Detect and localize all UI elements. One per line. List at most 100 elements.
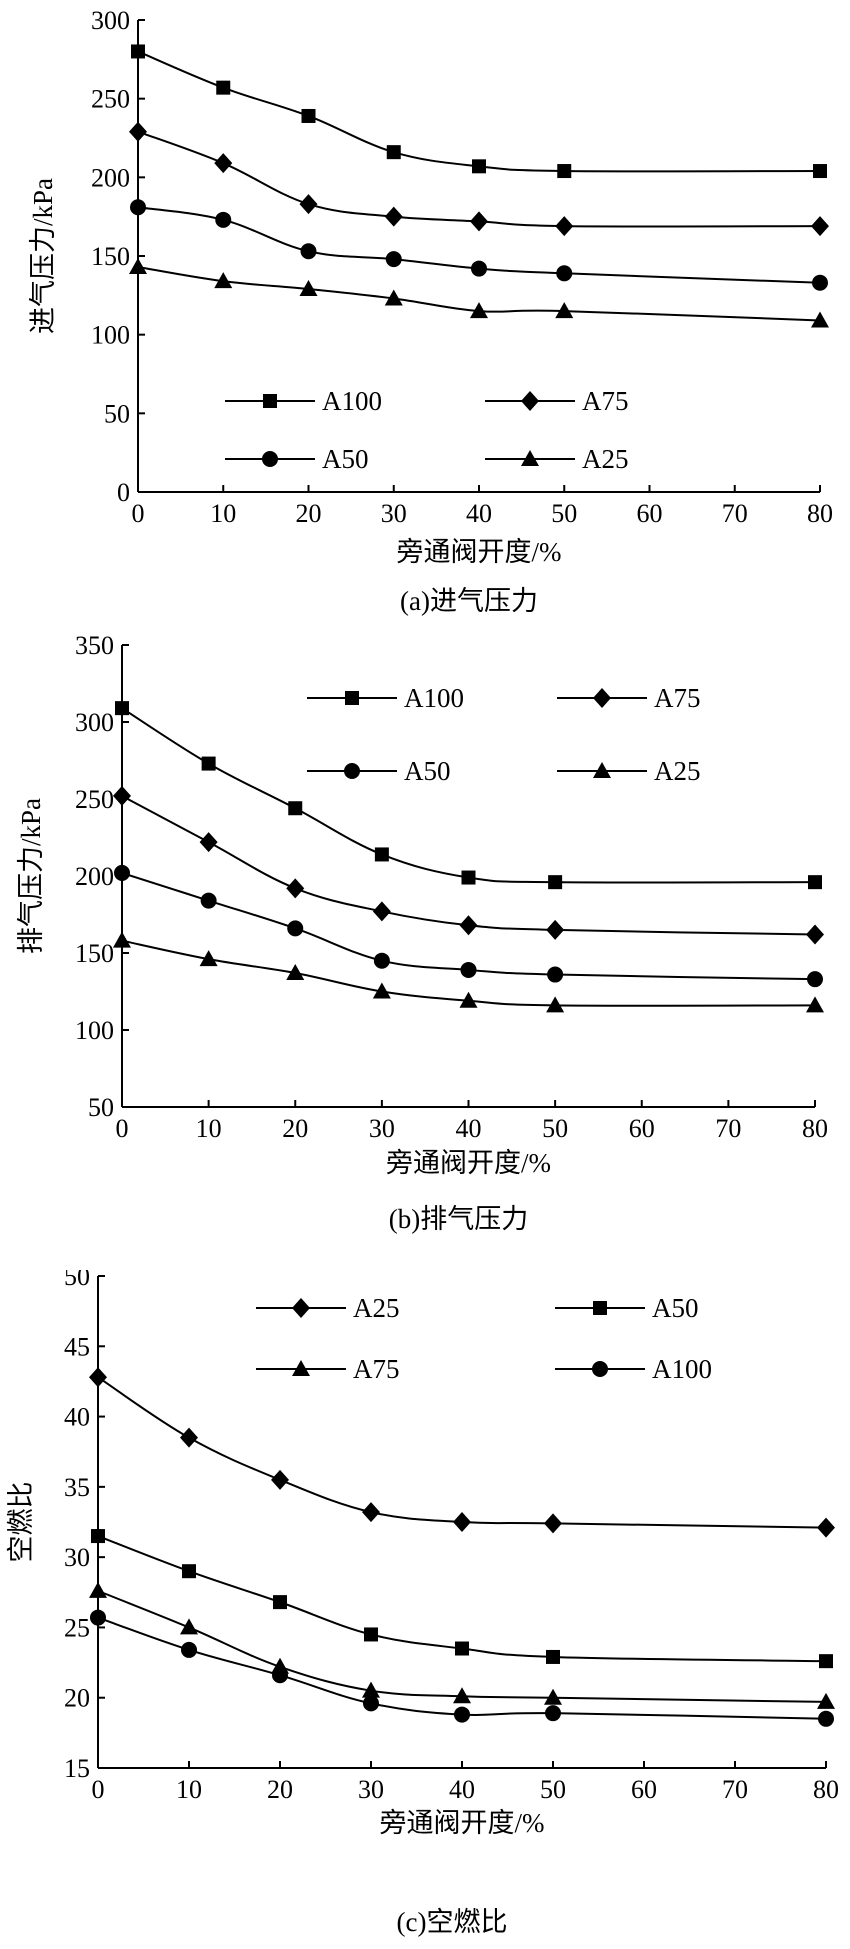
data-point-A75 bbox=[470, 211, 488, 232]
series-A100 bbox=[131, 44, 827, 179]
data-point-A100 bbox=[272, 1667, 288, 1684]
series-A25 bbox=[113, 931, 824, 1013]
x-tick-label: 60 bbox=[629, 1114, 655, 1143]
y-tick-label: 35 bbox=[64, 1473, 90, 1502]
legend-label: A50 bbox=[322, 444, 369, 474]
y-tick-label: 250 bbox=[75, 785, 114, 814]
legend-item-A50: A50 bbox=[555, 1293, 699, 1323]
series-line-A75 bbox=[121, 795, 816, 936]
legend-item-A100: A100 bbox=[555, 1354, 712, 1384]
x-axis-label: 旁通阀开度/% bbox=[386, 1148, 551, 1178]
legend-label: A25 bbox=[582, 444, 629, 474]
data-point-A50 bbox=[455, 1641, 469, 1656]
data-point-A25 bbox=[180, 1427, 198, 1448]
legend-marker-A75 bbox=[593, 688, 611, 708]
data-point-A50 bbox=[471, 260, 487, 277]
data-point-A50 bbox=[364, 1627, 378, 1642]
x-axis-label: 旁通阀开度/% bbox=[380, 1808, 545, 1838]
legend-item-A50: A50 bbox=[307, 756, 451, 786]
x-tick-label: 80 bbox=[807, 499, 833, 528]
legend-marker-A25 bbox=[521, 450, 539, 466]
data-point-A75 bbox=[806, 924, 824, 945]
x-tick-label: 50 bbox=[551, 499, 577, 528]
x-tick-label: 30 bbox=[369, 1114, 395, 1143]
chart-caption: (a)进气压力 bbox=[400, 586, 538, 616]
series-line-A100 bbox=[97, 1616, 827, 1720]
data-point-A100 bbox=[461, 870, 476, 885]
x-tick-label: 70 bbox=[715, 1114, 741, 1143]
data-point-A25 bbox=[362, 1502, 380, 1523]
y-tick-label: 15 bbox=[64, 1754, 90, 1783]
data-point-A50 bbox=[215, 211, 232, 228]
x-tick-label: 20 bbox=[282, 1114, 308, 1143]
legend-marker-A100 bbox=[345, 691, 359, 705]
data-point-A25 bbox=[89, 1367, 107, 1388]
data-point-A50 bbox=[546, 1649, 560, 1664]
data-point-A50 bbox=[812, 274, 828, 291]
data-point-A75 bbox=[453, 1687, 471, 1704]
data-point-A50 bbox=[182, 1564, 196, 1579]
data-point-A50 bbox=[385, 251, 402, 268]
x-tick-label: 10 bbox=[210, 499, 236, 528]
data-point-A75 bbox=[817, 1692, 835, 1709]
data-point-A25 bbox=[544, 1513, 562, 1534]
legend-marker-A50 bbox=[262, 451, 278, 467]
y-tick-label: 50 bbox=[88, 1093, 114, 1122]
x-tick-label: 70 bbox=[722, 1775, 748, 1804]
y-tick-label: 300 bbox=[75, 708, 114, 737]
data-point-A75 bbox=[384, 206, 403, 227]
data-point-A75 bbox=[129, 121, 147, 142]
x-tick-label: 0 bbox=[116, 1114, 129, 1143]
x-tick-label: 0 bbox=[92, 1775, 105, 1804]
x-tick-label: 30 bbox=[381, 499, 407, 528]
x-tick-label: 60 bbox=[637, 499, 663, 528]
data-point-A75 bbox=[546, 919, 565, 940]
data-point-A75 bbox=[811, 216, 829, 237]
data-point-A100 bbox=[818, 1710, 834, 1727]
y-tick-label: 25 bbox=[64, 1613, 90, 1642]
data-point-A100 bbox=[454, 1706, 470, 1723]
legend-item-A75: A75 bbox=[256, 1354, 400, 1384]
data-point-A100 bbox=[115, 701, 129, 716]
y-tick-label: 30 bbox=[64, 1543, 90, 1572]
y-axis-label: 进气压力/kPa bbox=[28, 178, 58, 334]
legend-item-A25: A25 bbox=[557, 756, 701, 786]
x-tick-label: 70 bbox=[722, 499, 748, 528]
legend-marker-A75 bbox=[521, 391, 539, 411]
chart-panel-exhaust-pressure: 0 10 20 30 40 50 60 70 80 50 100 150 200 250 300 350 旁通阀… bbox=[0, 635, 850, 1270]
data-point-A100 bbox=[813, 164, 827, 179]
legend-item-A100: A100 bbox=[307, 683, 464, 713]
y-tick-label: 50 bbox=[64, 1270, 90, 1291]
data-point-A75 bbox=[199, 832, 218, 853]
data-point-A75 bbox=[180, 1618, 198, 1635]
chart-exhaust-pressure: 0 10 20 30 40 50 60 70 80 50 100 150 200 250 300 350 旁通阀… bbox=[16, 635, 828, 1234]
series-A25 bbox=[89, 1367, 835, 1538]
legend-marker-A50 bbox=[344, 763, 360, 779]
data-point-A100 bbox=[386, 145, 401, 160]
data-point-A75 bbox=[286, 878, 305, 899]
data-point-A100 bbox=[472, 159, 486, 174]
legend-label: A100 bbox=[322, 386, 382, 416]
y-tick-label: 200 bbox=[91, 163, 130, 192]
chart-air-fuel-ratio: 0 10 20 30 40 50 60 70 80 15 20 25 30 35 40 45 50 旁通阀开度/%… bbox=[6, 1270, 839, 1937]
data-point-A100 bbox=[374, 847, 389, 862]
legend-item-A100: A100 bbox=[225, 386, 382, 416]
x-tick-label: 50 bbox=[542, 1114, 568, 1143]
legend-label: A50 bbox=[652, 1293, 699, 1323]
y-tick-label: 45 bbox=[64, 1332, 90, 1361]
y-tick-label: 350 bbox=[75, 635, 114, 660]
legend-marker-A25 bbox=[292, 1298, 310, 1318]
data-point-A50 bbox=[287, 920, 304, 937]
data-point-A100 bbox=[201, 756, 216, 771]
legend-item-A50: A50 bbox=[225, 444, 369, 474]
data-point-A100 bbox=[363, 1695, 379, 1712]
data-point-A75 bbox=[372, 901, 391, 922]
y-tick-label: 100 bbox=[91, 321, 130, 350]
data-point-A25 bbox=[286, 964, 305, 981]
legend-label: A75 bbox=[353, 1354, 400, 1384]
x-tick-label: 0 bbox=[132, 499, 145, 528]
data-point-A25 bbox=[817, 1517, 835, 1538]
legend-label: A75 bbox=[654, 683, 701, 713]
data-point-A75 bbox=[459, 915, 478, 936]
legend-marker-A25 bbox=[593, 762, 611, 778]
